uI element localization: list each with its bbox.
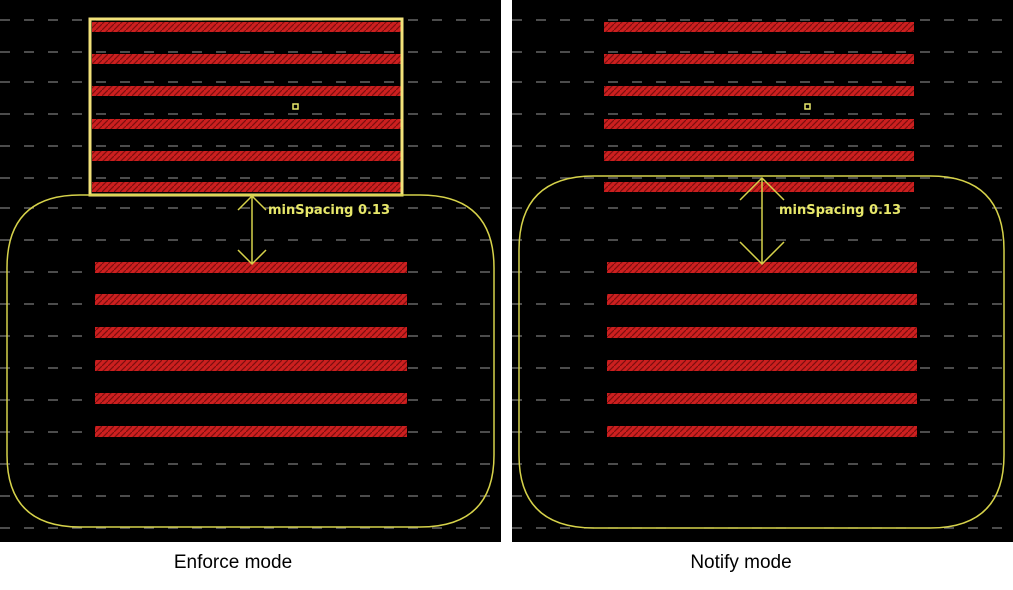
wire-shape[interactable] (607, 327, 917, 338)
wire-shape[interactable] (95, 360, 407, 371)
wire-shape[interactable] (607, 294, 917, 305)
wire-shape[interactable] (95, 294, 407, 305)
origin-marker (804, 103, 811, 110)
wire-shape[interactable] (607, 360, 917, 371)
wire-shape[interactable] (92, 119, 402, 129)
lower-wire-block[interactable] (95, 262, 407, 437)
notify-mode-canvas: minSpacing 0.13 (512, 0, 1013, 542)
lower-wire-block[interactable] (607, 262, 917, 437)
upper-wire-block[interactable] (604, 22, 914, 192)
wire-shape[interactable] (92, 86, 402, 96)
spacing-ruler (237, 194, 267, 266)
selection-box[interactable] (88, 17, 404, 197)
wire-shape[interactable] (607, 262, 917, 273)
enforce-layout-view: minSpacing 0.13 (0, 17, 501, 529)
origin-marker (292, 103, 299, 110)
spacing-outline (6, 194, 495, 528)
enforce-mode-canvas: minSpacing 0.13 (0, 0, 501, 542)
wire-shape[interactable] (95, 426, 407, 437)
wire-shape[interactable] (92, 151, 402, 161)
wire-shape[interactable] (92, 54, 402, 64)
grid-lines (512, 19, 1013, 529)
wire-shape[interactable] (92, 182, 402, 192)
wire-shape[interactable] (604, 54, 914, 64)
wire-shape[interactable] (604, 119, 914, 129)
wire-shape[interactable] (607, 426, 917, 437)
upper-wire-block[interactable] (92, 22, 402, 192)
notify-mode-caption: Notify mode (690, 552, 792, 573)
spacing-annotation: minSpacing 0.13 (268, 203, 390, 218)
spacing-outline (518, 175, 1005, 529)
wire-shape[interactable] (95, 262, 407, 273)
wire-shape[interactable] (604, 151, 914, 161)
enforce-mode-caption: Enforce mode (173, 552, 293, 573)
spacing-ruler (739, 176, 785, 266)
wire-shape[interactable] (604, 86, 914, 96)
wire-shape[interactable] (92, 22, 402, 32)
spacing-annotation: minSpacing 0.13 (779, 203, 901, 218)
notify-layout-view: minSpacing 0.13 (512, 19, 1013, 529)
wire-shape[interactable] (607, 393, 917, 404)
grid-lines (0, 19, 501, 529)
wire-shape[interactable] (604, 22, 914, 32)
wire-shape[interactable] (604, 182, 914, 192)
wire-shape[interactable] (95, 393, 407, 404)
wire-shape[interactable] (95, 327, 407, 338)
